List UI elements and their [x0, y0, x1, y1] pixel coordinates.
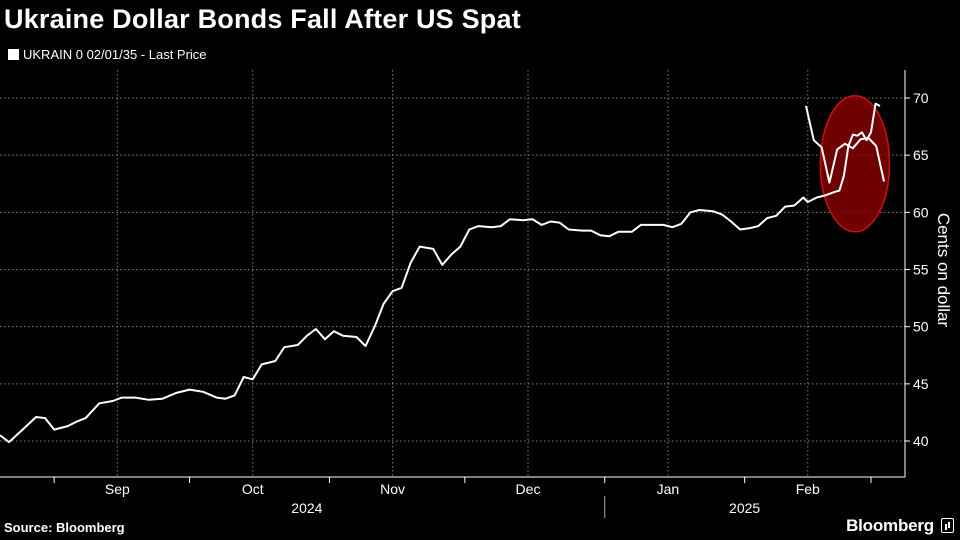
y-tick-label: 60	[913, 204, 929, 220]
x-tick-label: Oct	[242, 481, 264, 497]
y-tick-label: 40	[913, 433, 929, 449]
x-tick-label: Feb	[796, 481, 820, 497]
y-tick-label: 55	[913, 262, 929, 278]
x-tick-label: Dec	[516, 481, 541, 497]
series-layer	[0, 102, 885, 444]
y-tick-label: 65	[913, 147, 929, 163]
y-tick-label: 70	[913, 90, 929, 106]
legend: UKRAIN 0 02/01/35 - Last Price	[8, 47, 207, 62]
y-tick-label: 45	[913, 376, 929, 392]
chart-title: Ukraine Dollar Bonds Fall After US Spat	[4, 4, 521, 34]
source-note: Source: Bloomberg	[4, 520, 125, 535]
grid-layer	[0, 70, 905, 477]
x-tick-label: Jan	[657, 481, 680, 497]
year-label: 2025	[729, 500, 760, 516]
x-tick-label: Sep	[105, 481, 130, 497]
x-tick-label: Nov	[380, 481, 405, 497]
year-label: 2024	[291, 500, 322, 516]
series-line-tail	[805, 105, 885, 184]
y-tick-label: 50	[913, 319, 929, 335]
y-axis-title: Cents on dollar	[934, 213, 953, 328]
bloomberg-terminal-icon	[941, 518, 954, 533]
series-line	[0, 102, 881, 444]
legend-swatch	[8, 49, 19, 60]
brand-logo: Bloomberg	[846, 516, 934, 535]
axes-layer: 40 45 50 55 60 65 70 Sep Oct Nov Dec Jan Feb 2024 2025…	[0, 70, 953, 518]
legend-label: UKRAIN 0 02/01/35 - Last Price	[23, 47, 207, 62]
